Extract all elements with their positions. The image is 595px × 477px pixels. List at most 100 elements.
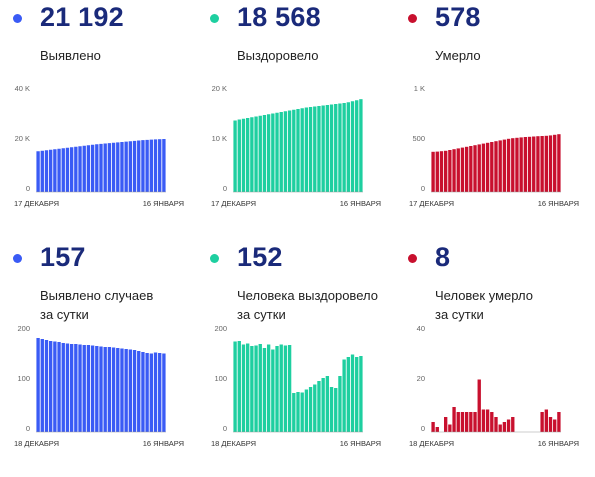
bar: [448, 424, 452, 432]
bar: [490, 412, 494, 432]
stat-label-line: Человека выздоровело: [237, 288, 378, 303]
bar: [99, 143, 103, 193]
bar-chart: 0 20 40 18 ДЕКАБРЯ 16 ЯНВАРЯ: [409, 324, 579, 448]
bar: [452, 149, 456, 192]
bar: [266, 114, 271, 192]
bar: [338, 103, 342, 192]
stat-panel-3: 578 Умерло 0 500 1 K 17 ДЕКАБРЯ 16 ЯНВАРЯ: [395, 0, 585, 235]
stat-label-line: за сутки: [435, 307, 484, 322]
y-tick-label: 40 K: [15, 84, 30, 93]
bar-chart: 0 500 1 K 17 ДЕКАБРЯ 16 ЯНВАРЯ: [409, 84, 579, 208]
stat-label: Умерло: [435, 46, 481, 65]
bar: [120, 142, 124, 192]
bar: [544, 135, 548, 192]
bar: [498, 140, 502, 192]
y-tick-label: 0: [421, 424, 425, 433]
bar: [292, 109, 296, 192]
bar: [448, 150, 452, 192]
bar: [557, 412, 561, 432]
bar: [321, 378, 325, 432]
bar: [308, 387, 313, 432]
bullet-dot-icon: [210, 14, 219, 23]
bar: [338, 376, 342, 432]
bar: [342, 359, 346, 432]
bar: [137, 351, 141, 432]
bar: [86, 145, 91, 192]
bar: [241, 118, 246, 192]
stat-panel-1: 21 192 Выявлено 0 20 K 40 K 17 ДЕКАБРЯ 16 ЯНВА…: [0, 0, 190, 235]
bar: [469, 146, 473, 192]
y-tick-label: 20 K: [15, 134, 30, 143]
bar: [511, 138, 515, 192]
bar: [116, 348, 120, 432]
x-tick-label-end: 16 ЯНВАРЯ: [340, 199, 381, 208]
bar: [502, 139, 507, 192]
stat-number: 578: [435, 2, 481, 32]
stat-number: 152: [237, 242, 283, 272]
bar: [103, 143, 107, 192]
bar: [128, 141, 133, 192]
bar: [120, 348, 124, 432]
stat-label-line: за сутки: [237, 307, 286, 322]
bar: [287, 110, 292, 192]
bar: [536, 136, 540, 192]
bar: [452, 407, 456, 432]
y-tick-label: 40: [417, 324, 425, 333]
bar: [233, 341, 237, 432]
bar: [254, 345, 258, 432]
bar: [36, 338, 40, 432]
bar: [490, 142, 494, 192]
bar: [498, 424, 502, 432]
x-tick-label-start: 17 ДЕКАБРЯ: [409, 199, 454, 208]
bar: [553, 419, 557, 432]
bar: [444, 150, 448, 192]
bar-chart: 0 100 200 18 ДЕКАБРЯ 16 ЯНВАРЯ: [14, 324, 184, 448]
bullet-dot-icon: [408, 254, 417, 263]
bar: [342, 103, 346, 192]
x-tick-label-end: 16 ЯНВАРЯ: [538, 199, 579, 208]
y-tick-label: 0: [26, 424, 30, 433]
stat-panel-4: 157 Выявлено случаев за сутки 0 100 200 18 ДЕК…: [0, 240, 190, 475]
bar: [44, 150, 49, 192]
bar: [49, 149, 53, 192]
bar: [464, 146, 469, 192]
bar: [460, 147, 465, 192]
bar: [460, 412, 465, 432]
bar: [279, 112, 283, 192]
bar: [137, 140, 141, 192]
bar: [296, 392, 300, 432]
bar: [141, 352, 145, 432]
bar: [49, 341, 53, 432]
bar: [250, 346, 254, 432]
bar: [233, 120, 237, 192]
bar: [69, 147, 74, 192]
bar: [329, 104, 334, 192]
bar: [86, 345, 91, 432]
bar: [99, 346, 103, 432]
bar: [506, 138, 511, 192]
bar: [61, 148, 65, 192]
stat-label: Выявлено случаев за сутки: [40, 286, 153, 324]
bar: [82, 145, 86, 192]
bar: [116, 142, 120, 193]
stat-label: Выздоровело: [237, 46, 319, 65]
stat-label-line: Выявлено случаев: [40, 288, 154, 303]
bar: [90, 144, 95, 192]
x-tick-label-end: 16 ЯНВАРЯ: [143, 199, 184, 208]
bar: [95, 346, 99, 432]
bar: [53, 341, 57, 432]
bar: [300, 108, 304, 192]
y-tick-label: 20: [417, 374, 425, 383]
bar: [57, 342, 61, 432]
y-tick-label: 200: [17, 324, 30, 333]
bar-chart: 0 10 K 20 K 17 ДЕКАБРЯ 16 ЯНВАРЯ: [211, 84, 381, 208]
y-tick-label: 0: [223, 424, 227, 433]
bar: [74, 344, 78, 432]
bar: [431, 422, 435, 432]
y-tick-label: 100: [17, 374, 30, 383]
bar: [523, 137, 528, 192]
bar: [435, 151, 439, 192]
bar: [250, 117, 254, 192]
bar: [241, 344, 246, 432]
bar: [132, 140, 137, 193]
